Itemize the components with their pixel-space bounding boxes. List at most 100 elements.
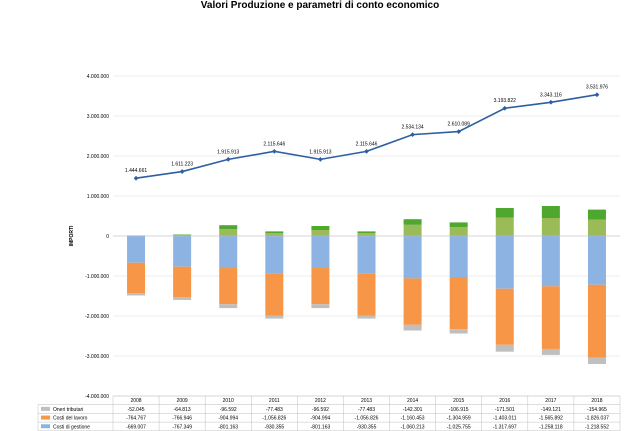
bar-costi-del-lavoro	[357, 273, 376, 316]
table-header-year: 2012	[315, 398, 326, 404]
table-cell: -77.483	[266, 407, 283, 413]
line-data-label: 3.531.976	[586, 85, 608, 91]
y-tick-label: -3.000.000	[85, 354, 109, 360]
line-marker	[364, 148, 369, 154]
bar-positive	[449, 227, 468, 236]
line-marker	[410, 132, 415, 138]
bar-positive	[403, 219, 422, 225]
line-data-label: 3.193.822	[494, 98, 516, 104]
bar-costi-di-gestione	[357, 236, 376, 274]
table-cell: -1.160.453	[401, 416, 425, 422]
bar-costi-di-gestione	[311, 236, 330, 269]
table-cell: -801.163	[218, 424, 238, 430]
table-cell: -149.121	[541, 407, 561, 413]
line-data-label: 2.115.646	[263, 141, 285, 147]
line-data-label: 1.444.661	[125, 168, 147, 174]
legend-label: Costi del lavoro	[53, 416, 88, 422]
table-cell: -1.218.552	[585, 424, 609, 430]
bar-positive	[265, 233, 284, 236]
bar-positive	[173, 234, 192, 236]
table-cell: -1.565.892	[539, 416, 563, 422]
table-cell: -1.025.755	[447, 424, 471, 430]
table-cell: -52.045	[128, 407, 145, 413]
y-tick-label: 2.000.000	[87, 154, 109, 160]
bar-positive	[587, 209, 606, 220]
bar-positive	[541, 218, 560, 236]
table-cell: -1.317.697	[493, 424, 517, 430]
y-tick-label: -1.000.000	[85, 274, 109, 280]
table-header-year: 2018	[591, 398, 602, 404]
y-axis-title: IMPORTI	[69, 225, 75, 246]
table-header-year: 2016	[499, 398, 510, 404]
line-marker	[548, 99, 554, 105]
bar-costi-del-lavoro	[311, 268, 330, 305]
bar-oneri-tributari	[357, 315, 376, 319]
bar-positive	[357, 231, 376, 234]
table-cell: -142.301	[403, 407, 423, 413]
line-data-label: 1.611.223	[171, 162, 193, 168]
table-cell: -930.355	[357, 424, 377, 430]
bar-costi-di-gestione	[403, 236, 422, 279]
bar-positive	[311, 226, 330, 230]
table-cell: -171.501	[495, 407, 515, 413]
bar-costi-del-lavoro	[219, 268, 238, 305]
bar-positive	[449, 222, 468, 228]
table-header-year: 2014	[407, 398, 418, 404]
table-cell: -106.915	[449, 407, 469, 413]
bar-costi-di-gestione	[127, 236, 146, 263]
table-cell: -904.994	[218, 416, 238, 422]
y-tick-label: 4.000.000	[87, 74, 109, 80]
table-cell: -64.813	[174, 407, 191, 413]
line-marker	[594, 92, 600, 98]
bar-costi-di-gestione	[541, 236, 560, 287]
y-tick-label: -2.000.000	[85, 314, 109, 320]
table-cell: -1.403.011	[493, 416, 517, 422]
table-cell: -766.946	[172, 416, 192, 422]
line-data-label: 1.915.913	[309, 149, 331, 155]
bar-oneri-tributari	[265, 315, 284, 319]
table-cell: -96.592	[312, 407, 329, 413]
line-data-label: 2.115.646	[356, 141, 378, 147]
bar-costi-del-lavoro	[173, 266, 192, 298]
bar-costi-di-gestione	[587, 236, 606, 285]
table-cell: -801.163	[311, 424, 331, 430]
table-header-year: 2013	[361, 398, 372, 404]
table-cell: -96.592	[220, 407, 237, 413]
line-data-label: 3.343.116	[540, 92, 562, 98]
bar-positive	[403, 224, 422, 236]
table-header-year: 2011	[269, 398, 280, 404]
y-tick-label: -4.000.000	[85, 394, 109, 400]
table-header-year: 2008	[130, 398, 141, 404]
legend-label: Oneri tributari	[53, 407, 83, 413]
line-marker	[318, 156, 323, 162]
bar-positive	[265, 231, 284, 234]
table-cell: -77.483	[358, 407, 375, 413]
bar-positive	[495, 208, 514, 218]
bar-costi-del-lavoro	[127, 262, 146, 294]
bar-costi-di-gestione	[173, 236, 192, 267]
bar-positive	[587, 219, 606, 236]
bar-oneri-tributari	[127, 293, 146, 296]
line-marker	[179, 169, 185, 174]
line-marker	[133, 175, 139, 181]
table-cell: -1.826.037	[585, 416, 609, 422]
bar-oneri-tributari	[403, 324, 422, 331]
bar-oneri-tributari	[219, 304, 238, 309]
y-tick-label: 1.000.000	[87, 194, 109, 200]
legend-label: Costi di gestione	[53, 424, 90, 430]
line-marker	[225, 156, 231, 162]
table-cell: -1.258.118	[539, 424, 563, 430]
line-data-label: 2.534.134	[401, 125, 423, 131]
bar-positive	[357, 233, 376, 236]
bar-costi-del-lavoro	[265, 273, 284, 316]
bar-oneri-tributari	[495, 344, 514, 352]
bar-positive	[495, 217, 514, 236]
bar-costi-del-lavoro	[495, 288, 514, 345]
legend-swatch	[41, 415, 50, 420]
bar-costi-di-gestione	[495, 236, 514, 289]
bar-oneri-tributari	[587, 357, 606, 364]
table-cell: -1.304.959	[447, 416, 471, 422]
chart-title: Valori Produzione e parametri di conto e…	[200, 0, 440, 11]
table-cell: -764.767	[126, 416, 146, 422]
bar-oneri-tributari	[449, 329, 468, 334]
